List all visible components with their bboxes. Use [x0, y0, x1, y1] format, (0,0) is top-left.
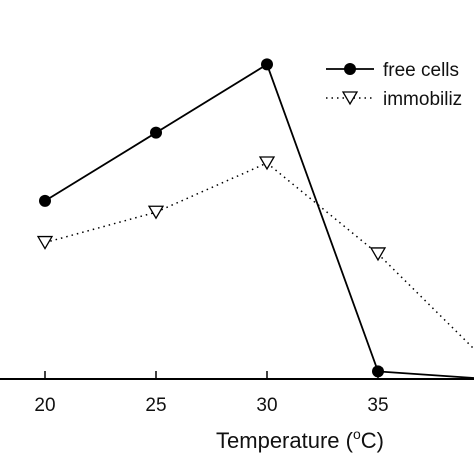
x-axis-title: Temperature (oC) [216, 426, 384, 453]
x-ticks: 20 25 30 35 [34, 371, 389, 416]
legend-marker-free-cells [344, 63, 356, 75]
data-point-0 [261, 58, 273, 71]
data-point-0 [150, 126, 162, 139]
data-point-1 [258, 156, 276, 171]
legend-label-immobilized: immobiliz [383, 89, 462, 110]
data-point-1 [369, 247, 387, 262]
x-axis-title-prefix: Temperature ( [216, 428, 354, 453]
data-point-1 [147, 205, 165, 220]
data-point-0 [39, 194, 51, 207]
legend-marker-immobilized [341, 91, 359, 106]
series-layer [36, 58, 474, 379]
x-axis-title-superscript: o [353, 426, 361, 442]
x-axis-title-suffix: C) [361, 428, 384, 453]
series-line-0 [44, 63, 474, 379]
x-tick-label: 25 [145, 395, 166, 416]
x-tick-label: 30 [256, 395, 277, 416]
data-point-1 [36, 235, 54, 250]
x-tick-label: 20 [34, 395, 55, 416]
x-tick-label: 35 [367, 395, 388, 416]
legend: free cells immobiliz [326, 60, 462, 110]
series-line-1 [44, 162, 474, 351]
data-point-0 [372, 365, 384, 378]
legend-label-free-cells: free cells [383, 60, 459, 81]
